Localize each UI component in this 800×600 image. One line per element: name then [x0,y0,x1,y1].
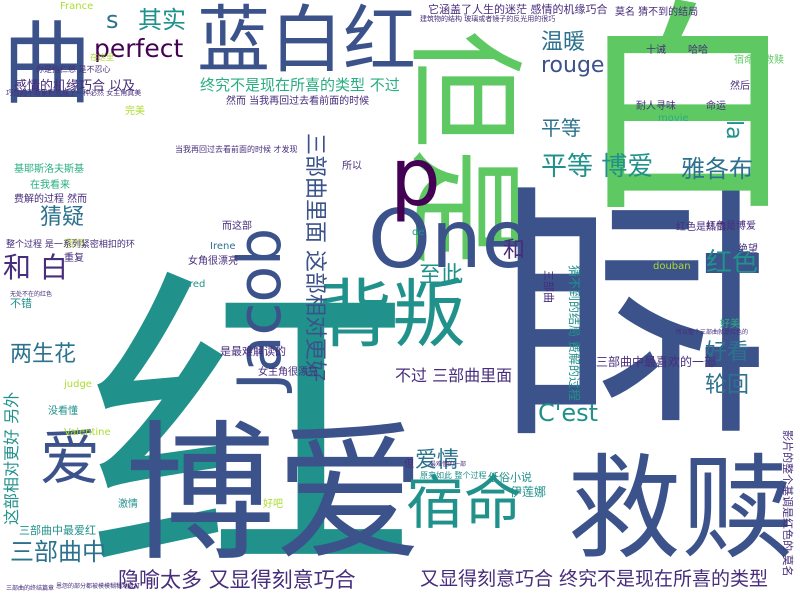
word-jiushu: 救赎 [568,443,794,575]
word-irene: Irene [210,241,236,252]
word-zhongjiu: 终究不是现在所喜的类型 不过 [200,76,400,94]
word-yingpian: 影片的整个基调是红色的 莫名 [781,430,794,577]
word-jacob: Jacob [225,227,295,390]
word-beimin: 悲悯 [64,239,84,250]
word-zuiai-hong: 三部曲中最爱红 [19,524,96,537]
word-ranerdangwo: 然而 当我再回过去看前面的时候 [226,96,370,107]
word-yuanlai: 原来如此 整个过程 [420,471,487,480]
word-beipan: 背叛 [318,272,466,358]
word-zhici: 至此 [419,263,464,288]
word-suoyi: 所以 [342,161,362,172]
word-zhebu-xiangdui: 这部相对更好 另外 [2,391,21,525]
word-haomei: 好美 [720,319,740,330]
word-movie: movie [658,113,689,124]
word-haokan: 好看 [705,340,750,365]
word-douban: douban [653,261,691,272]
word-buguo-sanbuqu: 不过 三部曲里面 [395,366,513,385]
word-zaiwokanlai: 在我看来 [30,180,70,191]
word-zuinan: 是最难解读的 [220,345,286,358]
word-haoba: 好吧 [263,499,283,510]
word-nvjiao: 女角很漂亮 [188,256,238,267]
word-rouge: rouge [541,53,605,78]
word-jianzhu: 建筑物的结构 玻璃或者镜子的反光用的很巧 [420,15,556,23]
word-nvzhujiao: 女主角很漂亮 [258,367,318,378]
word-hong: 红 [86,243,416,600]
word-valentine: Valentine [64,427,111,438]
word-pingdeng-boai: 平等 博爱 [541,152,654,182]
word-zuixihuan: 三部曲中最喜欢的一部 [596,355,717,369]
word-zhenggeguocheng: 整个过程 是一系列紧密相扣的环 [6,240,135,250]
word-aiqing: 爱情 [415,448,460,473]
word-hongse-reqing: 红色是热情 [676,222,726,233]
word-sanbuqu-lizhe: 三部曲里面 这部相对更好 [302,133,327,382]
word-zaizheli: 在这里 [90,53,114,62]
word-ranhou: 然后 [730,81,750,92]
word-he: 和 [503,238,526,263]
word-suoyi-zhengge: 所以整个三部曲就是红色的 [676,329,749,336]
word-mingyun: 命运 [706,101,726,112]
word-liangshenghua: 两生花 [10,342,77,367]
word-juewang: 绝望 [738,244,758,255]
word-moming: 莫名 猜不到的结局 [615,7,699,18]
word-dangwozai: 当我再回过去看前面的时候 才发现 [175,145,298,154]
word-wanmei: 完美 [125,106,145,117]
word-shijie: 十诫 [646,45,666,56]
word-one: One [368,193,531,286]
word-erzhebu: 而这部 [222,221,252,232]
word-lunhui: 轮回 [705,373,750,398]
word-he-bai: 和 白 [3,251,68,284]
word-yinyu: 隐喻太多 又显得刻意巧合 [118,568,356,592]
word-sanbuqu-zhong: 三部曲中 [10,538,106,566]
word-wuchu: 无处不在的红色 [10,291,53,298]
word-yilianna: 伊莲娜 [510,485,547,499]
word-france: France [60,1,94,12]
word-hongse-boai: 红色是博爱 [706,221,756,232]
word-la: la [721,120,746,140]
word-ai: 爱 [40,424,100,494]
word-youxiande: 又显得刻意巧合 终究不是现在所喜的类型 [420,568,769,590]
word-nairen: 耐人寻味 [636,101,676,112]
word-judge: judge [64,379,92,390]
word-yagebu: 雅各布 [681,155,753,183]
word-hongse: 红色 [706,248,759,278]
word-hanghai: 它涵盖了人生的迷茫 感情的机缘巧合 [428,3,608,16]
word-boai: 博爱 [125,408,426,582]
word-red: red [189,279,206,290]
word-zhongjie: 三部曲的终结篇章 [6,585,55,592]
word-jiqing: 激情 [118,499,138,510]
word-caiyi: 猜疑 [40,205,85,230]
word-qiaohe-leiji: 巧合的不断累积就成了一种必然 女主角真美 [6,89,142,97]
word-chongfu: 重复 [64,253,84,264]
word-enyuan: 恩怨的部分都被模模糊糊地对打 [56,583,141,590]
word-caibudao: 猜不到的结局 费解的过程 [567,265,581,401]
word-renci: 你是指仁慈 是不忍心 [36,65,111,74]
word-cest: C'est [538,399,599,427]
word-suming-jiushu: 宿命的救赎 [734,55,784,66]
word-haha: 哈哈 [688,45,708,56]
word-dan: 但 [404,459,414,470]
word-s: s [106,6,119,34]
word-de: de [412,227,425,238]
word-suming: 宿命 [406,469,523,537]
word-zuinandong: 最难懂的一部 [430,461,467,468]
word-perfect: perfect [94,34,184,63]
word-sanbuqu-v: 三部曲 [542,270,555,303]
word-qu: 曲 [2,12,92,117]
word-disu: 低俗小说 [488,471,532,484]
word-bai: 白 [575,0,800,243]
word-feijie: 费解的过程 然而 [14,194,88,205]
word-ganqing-jiyuan: 感情的机缘巧合 以及 [14,79,136,94]
word-pingdeng: 平等 [541,116,581,140]
word-bucuo: 不错 [10,297,32,310]
word-jiyesi: 基耶斯洛夫斯基 [14,164,84,175]
word-meikandong: 没看懂 [48,406,78,417]
word-wennuan: 温暖 [541,30,586,55]
word-lanbaihong: 蓝白红 [197,0,416,83]
word-p: p [390,131,441,224]
word-qishi: 其实 [138,6,186,34]
